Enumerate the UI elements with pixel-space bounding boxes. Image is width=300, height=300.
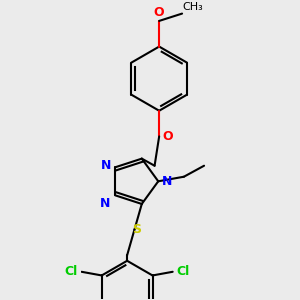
Text: S: S [132, 223, 141, 236]
Text: N: N [162, 175, 172, 188]
Text: Cl: Cl [64, 265, 78, 278]
Text: N: N [101, 159, 112, 172]
Text: N: N [100, 197, 111, 210]
Text: O: O [154, 6, 164, 19]
Text: O: O [163, 130, 173, 143]
Text: CH₃: CH₃ [182, 2, 203, 12]
Text: Cl: Cl [176, 265, 190, 278]
